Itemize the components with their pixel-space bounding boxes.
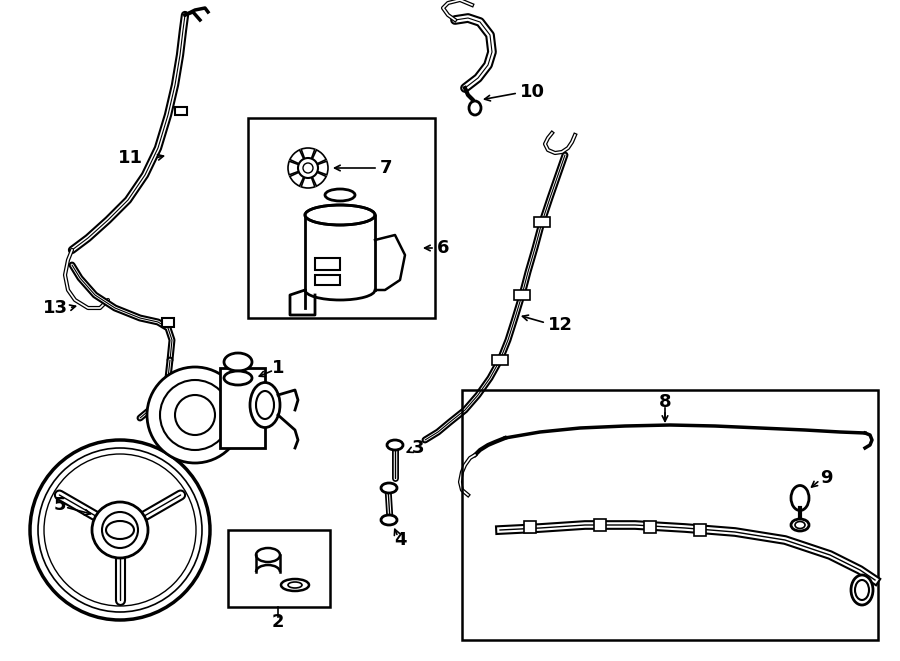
Circle shape (147, 367, 243, 463)
Wedge shape (288, 161, 308, 175)
Bar (694, 524, 706, 536)
Text: 7: 7 (380, 159, 392, 177)
Bar (492, 355, 508, 365)
Ellipse shape (791, 519, 809, 531)
Wedge shape (308, 161, 328, 175)
Ellipse shape (281, 579, 309, 591)
Wedge shape (290, 168, 308, 186)
Circle shape (102, 512, 138, 548)
Wedge shape (308, 168, 326, 186)
Bar (644, 521, 656, 533)
Bar (175, 107, 187, 115)
Ellipse shape (791, 485, 809, 510)
Text: 6: 6 (437, 239, 449, 257)
Bar (462, 390, 878, 640)
Bar (248, 118, 435, 318)
Ellipse shape (381, 515, 397, 525)
Text: 5: 5 (54, 496, 67, 514)
Circle shape (303, 163, 313, 173)
Ellipse shape (381, 483, 397, 493)
Text: 4: 4 (394, 531, 406, 549)
Ellipse shape (224, 353, 252, 371)
Text: 12: 12 (548, 316, 573, 334)
Text: 13: 13 (43, 299, 68, 317)
Wedge shape (308, 150, 326, 168)
Bar (594, 519, 606, 531)
Bar (220, 368, 265, 448)
Bar (315, 275, 340, 285)
Ellipse shape (256, 548, 280, 562)
Ellipse shape (325, 189, 355, 201)
Bar (514, 290, 530, 300)
Ellipse shape (288, 582, 302, 588)
Circle shape (30, 440, 210, 620)
Bar (162, 318, 174, 327)
Text: 9: 9 (820, 469, 832, 487)
Wedge shape (290, 150, 308, 168)
Ellipse shape (224, 371, 252, 385)
Wedge shape (302, 168, 315, 188)
Circle shape (92, 502, 148, 558)
Text: 2: 2 (272, 613, 284, 631)
Circle shape (175, 395, 215, 435)
Ellipse shape (855, 580, 869, 600)
Text: 11: 11 (118, 149, 143, 167)
Ellipse shape (305, 205, 375, 225)
Text: 8: 8 (659, 393, 671, 411)
Wedge shape (302, 148, 315, 168)
Bar (534, 217, 550, 227)
Circle shape (298, 158, 318, 178)
Text: 1: 1 (272, 359, 284, 377)
Ellipse shape (469, 101, 481, 115)
Ellipse shape (795, 522, 805, 529)
Ellipse shape (851, 575, 873, 605)
Text: 3: 3 (412, 439, 425, 457)
Circle shape (44, 454, 196, 606)
Ellipse shape (387, 440, 403, 450)
Circle shape (160, 380, 230, 450)
Ellipse shape (256, 391, 274, 419)
Circle shape (38, 448, 202, 612)
Bar (315, 258, 340, 270)
Text: 10: 10 (520, 83, 545, 101)
Ellipse shape (106, 521, 134, 539)
Bar (228, 530, 330, 607)
Ellipse shape (250, 383, 280, 428)
Bar (524, 521, 536, 533)
